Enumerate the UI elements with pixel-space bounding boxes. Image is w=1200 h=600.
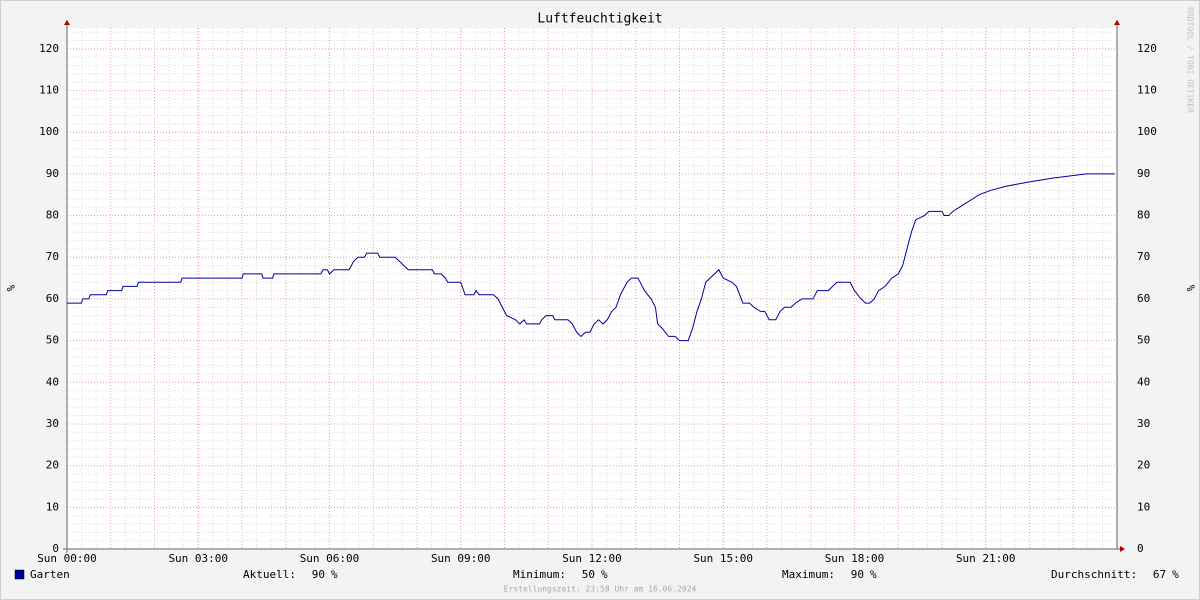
y-tick-label: 110 xyxy=(1137,84,1157,97)
stat-unit: % xyxy=(870,568,877,581)
x-tick-label: Sun 12:00 xyxy=(562,552,622,565)
y-tick-label: 40 xyxy=(1137,375,1150,388)
y-tick-label: 120 xyxy=(39,42,59,55)
footer: Erstellungszeit: 23:58 Uhr am 16.06.2024 xyxy=(504,585,697,594)
x-tick-label: Sun 06:00 xyxy=(300,552,360,565)
y-tick-label: 50 xyxy=(1137,334,1150,347)
y-tick-label: 60 xyxy=(1137,292,1150,305)
y-tick-label: 50 xyxy=(46,334,59,347)
stat-unit: % xyxy=(331,568,338,581)
y-tick-label: 40 xyxy=(46,375,59,388)
chart-title: Luftfeuchtigkeit xyxy=(537,12,662,27)
stat-value: 90 xyxy=(312,568,325,581)
y-tick-label: 10 xyxy=(46,500,59,513)
stat-value: 50 xyxy=(582,568,595,581)
stat-unit: % xyxy=(601,568,608,581)
y-axis-label: % xyxy=(4,285,17,292)
plot-area xyxy=(67,28,1117,549)
y-tick-label: 20 xyxy=(46,459,59,472)
series-line xyxy=(67,173,1115,342)
y-axis-label: % xyxy=(1184,285,1197,292)
x-tick-label: Sun 15:00 xyxy=(693,552,753,565)
y-tick-label: 30 xyxy=(46,417,59,430)
y-tick-label: 70 xyxy=(1137,250,1150,263)
stat-unit: % xyxy=(1172,568,1179,581)
y-tick-label: 30 xyxy=(1137,417,1150,430)
stat-value: 90 xyxy=(851,568,864,581)
y-tick-label: 90 xyxy=(1137,167,1150,180)
y-tick-label: 90 xyxy=(46,167,59,180)
legend-label: Garten xyxy=(30,568,70,581)
stat-label: Minimum: xyxy=(513,568,566,581)
stat-label: Maximum: xyxy=(782,568,835,581)
axis-arrow xyxy=(1114,20,1120,25)
y-tick-label: 100 xyxy=(1137,125,1157,138)
y-tick-label: 10 xyxy=(1137,500,1150,513)
y-tick-label: 120 xyxy=(1137,42,1157,55)
x-tick-label: Sun 21:00 xyxy=(956,552,1016,565)
legend-swatch xyxy=(14,569,25,580)
y-tick-label: 80 xyxy=(46,209,59,222)
y-tick-label: 0 xyxy=(1137,542,1144,555)
stat-label: Aktuell: xyxy=(243,568,296,581)
x-tick-label: Sun 00:00 xyxy=(37,552,97,565)
stat-value: 67 xyxy=(1153,568,1166,581)
axis-arrow xyxy=(64,20,70,25)
stat-label: Durchschnitt: xyxy=(1051,568,1137,581)
axis-arrow xyxy=(1120,546,1125,552)
x-tick-label: Sun 09:00 xyxy=(431,552,491,565)
credit: RRDTOOL / TOBI OETIKER xyxy=(1186,7,1195,113)
y-tick-label: 110 xyxy=(39,84,59,97)
y-tick-label: 0 xyxy=(52,542,59,555)
grid xyxy=(66,28,1117,550)
y-tick-label: 70 xyxy=(46,250,59,263)
x-tick-label: Sun 18:00 xyxy=(825,552,885,565)
y-tick-label: 80 xyxy=(1137,209,1150,222)
y-tick-label: 20 xyxy=(1137,459,1150,472)
y-tick-label: 60 xyxy=(46,292,59,305)
x-tick-label: Sun 03:00 xyxy=(168,552,228,565)
y-tick-label: 100 xyxy=(39,125,59,138)
